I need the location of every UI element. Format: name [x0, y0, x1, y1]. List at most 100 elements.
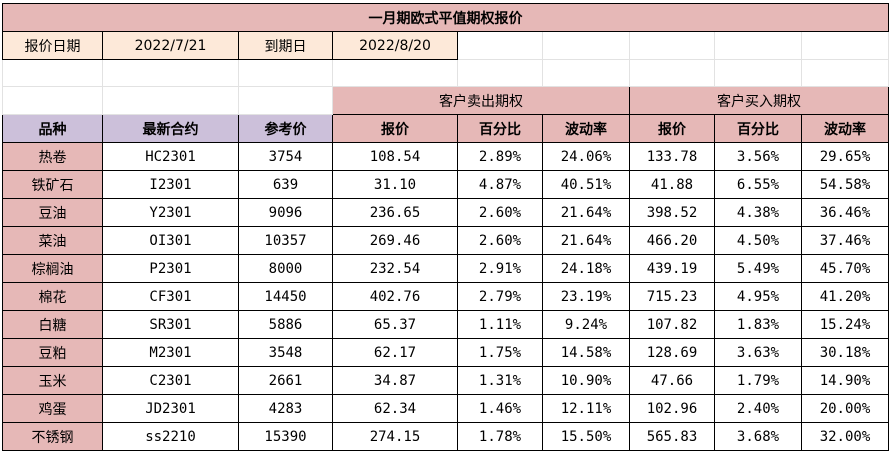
contract-cell[interactable]: C2301	[102, 366, 239, 395]
sheet-title[interactable]: 一月期欧式平值期权报价	[2, 3, 889, 32]
col-header-sell-vol[interactable]: 波动率	[542, 114, 630, 143]
sell-quote-cell[interactable]: 65.37	[332, 310, 458, 339]
col-header-sell-pct[interactable]: 百分比	[457, 114, 543, 143]
sell-quote-cell[interactable]: 34.87	[332, 366, 458, 395]
variety-cell[interactable]: 不锈钢	[2, 422, 103, 451]
sell-vol-cell[interactable]: 12.11%	[542, 394, 630, 423]
col-header-contract[interactable]: 最新合约	[102, 114, 239, 143]
contract-cell[interactable]: Y2301	[102, 198, 239, 227]
sell-vol-cell[interactable]: 15.50%	[542, 422, 630, 451]
buy-vol-cell[interactable]: 30.18%	[801, 338, 889, 367]
sell-pct-cell[interactable]: 2.60%	[457, 226, 543, 255]
col-header-variety[interactable]: 品种	[2, 114, 103, 143]
sell-quote-cell[interactable]: 402.76	[332, 282, 458, 311]
empty-cell[interactable]	[801, 31, 889, 60]
empty-cell[interactable]	[542, 59, 630, 87]
empty-cell[interactable]	[457, 31, 543, 60]
empty-cell[interactable]	[332, 59, 458, 87]
contract-cell[interactable]: ss2210	[102, 422, 239, 451]
col-header-buy-pct[interactable]: 百分比	[714, 114, 802, 143]
sell-pct-cell[interactable]: 2.79%	[457, 282, 543, 311]
variety-cell[interactable]: 棉花	[2, 282, 103, 311]
empty-cell[interactable]	[714, 31, 802, 60]
buy-quote-cell[interactable]: 439.19	[629, 254, 715, 283]
contract-cell[interactable]: CF301	[102, 282, 239, 311]
quote-date-label[interactable]: 报价日期	[2, 31, 103, 60]
sell-vol-cell[interactable]: 24.18%	[542, 254, 630, 283]
buy-vol-cell[interactable]: 45.70%	[801, 254, 889, 283]
sell-quote-cell[interactable]: 274.15	[332, 422, 458, 451]
sell-vol-cell[interactable]: 10.90%	[542, 366, 630, 395]
ref-price-cell[interactable]: 4283	[238, 394, 333, 423]
buy-pct-cell[interactable]: 6.55%	[714, 170, 802, 199]
buy-vol-cell[interactable]: 54.58%	[801, 170, 889, 199]
sell-quote-cell[interactable]: 62.17	[332, 338, 458, 367]
variety-cell[interactable]: 菜油	[2, 226, 103, 255]
buy-vol-cell[interactable]: 15.24%	[801, 310, 889, 339]
col-header-buy-vol[interactable]: 波动率	[801, 114, 889, 143]
sell-vol-cell[interactable]: 9.24%	[542, 310, 630, 339]
empty-cell[interactable]	[801, 59, 889, 87]
buy-vol-cell[interactable]: 41.20%	[801, 282, 889, 311]
buy-quote-cell[interactable]: 398.52	[629, 198, 715, 227]
buy-pct-cell[interactable]: 3.63%	[714, 338, 802, 367]
buy-pct-cell[interactable]: 1.79%	[714, 366, 802, 395]
sell-quote-cell[interactable]: 31.10	[332, 170, 458, 199]
sell-pct-cell[interactable]: 1.78%	[457, 422, 543, 451]
buy-pct-cell[interactable]: 4.38%	[714, 198, 802, 227]
ref-price-cell[interactable]: 15390	[238, 422, 333, 451]
sell-quote-cell[interactable]: 269.46	[332, 226, 458, 255]
empty-cell[interactable]	[2, 86, 103, 115]
col-header-buy-quote[interactable]: 报价	[629, 114, 715, 143]
variety-cell[interactable]: 棕榈油	[2, 254, 103, 283]
sell-vol-cell[interactable]: 23.19%	[542, 282, 630, 311]
buy-vol-cell[interactable]: 37.46%	[801, 226, 889, 255]
buy-vol-cell[interactable]: 32.00%	[801, 422, 889, 451]
sell-pct-cell[interactable]: 1.31%	[457, 366, 543, 395]
buy-vol-cell[interactable]: 20.00%	[801, 394, 889, 423]
buy-pct-cell[interactable]: 5.49%	[714, 254, 802, 283]
contract-cell[interactable]: P2301	[102, 254, 239, 283]
col-header-sell-quote[interactable]: 报价	[332, 114, 458, 143]
sell-pct-cell[interactable]: 2.89%	[457, 142, 543, 171]
contract-cell[interactable]: HC2301	[102, 142, 239, 171]
ref-price-cell[interactable]: 14450	[238, 282, 333, 311]
variety-cell[interactable]: 豆粕	[2, 338, 103, 367]
buy-pct-cell[interactable]: 3.68%	[714, 422, 802, 451]
sell-pct-cell[interactable]: 2.60%	[457, 198, 543, 227]
sell-quote-cell[interactable]: 236.65	[332, 198, 458, 227]
buy-quote-cell[interactable]: 128.69	[629, 338, 715, 367]
ref-price-cell[interactable]: 8000	[238, 254, 333, 283]
variety-cell[interactable]: 热卷	[2, 142, 103, 171]
sell-quote-cell[interactable]: 62.34	[332, 394, 458, 423]
empty-cell[interactable]	[238, 86, 333, 115]
variety-cell[interactable]: 铁矿石	[2, 170, 103, 199]
sell-vol-cell[interactable]: 21.64%	[542, 226, 630, 255]
buy-vol-cell[interactable]: 29.65%	[801, 142, 889, 171]
empty-cell[interactable]	[629, 31, 715, 60]
contract-cell[interactable]: I2301	[102, 170, 239, 199]
empty-cell[interactable]	[714, 59, 802, 87]
buy-quote-cell[interactable]: 47.66	[629, 366, 715, 395]
sell-pct-cell[interactable]: 1.46%	[457, 394, 543, 423]
sell-pct-cell[interactable]: 1.11%	[457, 310, 543, 339]
variety-cell[interactable]: 白糖	[2, 310, 103, 339]
sell-vol-cell[interactable]: 21.64%	[542, 198, 630, 227]
buy-quote-cell[interactable]: 715.23	[629, 282, 715, 311]
buy-quote-cell[interactable]: 466.20	[629, 226, 715, 255]
buy-pct-cell[interactable]: 4.95%	[714, 282, 802, 311]
expiry-date-value[interactable]: 2022/8/20	[332, 31, 458, 60]
contract-cell[interactable]: JD2301	[102, 394, 239, 423]
buy-quote-cell[interactable]: 41.88	[629, 170, 715, 199]
empty-cell[interactable]	[629, 59, 715, 87]
variety-cell[interactable]: 豆油	[2, 198, 103, 227]
ref-price-cell[interactable]: 3548	[238, 338, 333, 367]
variety-cell[interactable]: 玉米	[2, 366, 103, 395]
group-header-buy[interactable]: 客户买入期权	[629, 86, 889, 115]
ref-price-cell[interactable]: 639	[238, 170, 333, 199]
empty-cell[interactable]	[102, 59, 239, 87]
empty-cell[interactable]	[238, 59, 333, 87]
empty-cell[interactable]	[457, 59, 543, 87]
buy-quote-cell[interactable]: 133.78	[629, 142, 715, 171]
group-header-sell[interactable]: 客户卖出期权	[332, 86, 630, 115]
